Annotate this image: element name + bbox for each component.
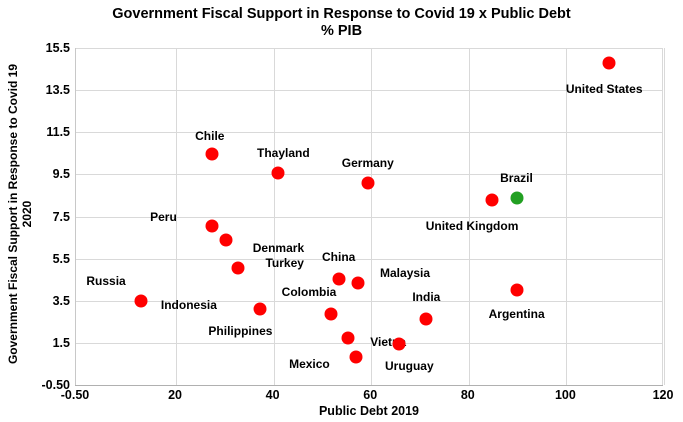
data-point-label: Malaysia bbox=[380, 265, 431, 280]
data-point-label: United States bbox=[565, 81, 643, 96]
data-point-label: Argentina bbox=[488, 307, 545, 322]
data-point[interactable] bbox=[253, 302, 267, 316]
data-point-label: Denmark bbox=[252, 240, 305, 255]
gridline-horizontal bbox=[76, 300, 662, 302]
data-point-label: Indonesia bbox=[160, 297, 217, 312]
data-point[interactable] bbox=[392, 337, 406, 351]
gridline-vertical bbox=[664, 48, 665, 385]
gridline-horizontal bbox=[76, 174, 662, 176]
gridline-horizontal bbox=[76, 90, 662, 92]
gridline-vertical bbox=[566, 48, 568, 385]
data-point[interactable] bbox=[485, 193, 499, 207]
data-point-label: Peru bbox=[150, 209, 177, 224]
y-axis-tick-label: -0.50 bbox=[41, 378, 71, 392]
data-point-label: Thayland bbox=[257, 146, 310, 161]
data-point[interactable] bbox=[219, 233, 233, 247]
data-point[interactable] bbox=[324, 307, 338, 321]
data-point[interactable] bbox=[332, 272, 345, 286]
data-point[interactable] bbox=[205, 147, 219, 161]
data-point-label: Germany bbox=[341, 155, 394, 170]
gridline-vertical bbox=[468, 48, 470, 385]
x-axis-tick-label: 80 bbox=[460, 388, 475, 402]
data-point-label: Mexico bbox=[289, 356, 330, 371]
gridline-horizontal bbox=[76, 258, 662, 260]
data-point-label: Turkey bbox=[265, 256, 304, 271]
data-point[interactable] bbox=[205, 219, 219, 233]
data-point-label: Russia bbox=[86, 273, 126, 288]
data-point-label: Uruguay bbox=[384, 358, 434, 373]
data-point[interactable] bbox=[231, 261, 245, 275]
y-axis-title: Government Fiscal Support in Response to… bbox=[6, 63, 34, 365]
y-axis-tick-label: 5.5 bbox=[52, 251, 70, 266]
data-point[interactable] bbox=[341, 331, 355, 345]
data-point-label: United Kingdom bbox=[425, 218, 519, 233]
y-axis-tick-label: 15.5 bbox=[45, 41, 70, 55]
gridline-horizontal bbox=[76, 132, 662, 134]
y-axis-tick-label: 13.5 bbox=[45, 83, 70, 98]
x-axis-tick-label: -0.50 bbox=[60, 388, 90, 402]
data-point-label: China bbox=[322, 249, 356, 264]
data-point[interactable] bbox=[351, 276, 365, 290]
data-point-label: Brazil bbox=[500, 170, 533, 185]
chart-title: Government Fiscal Support in Response to… bbox=[112, 6, 571, 39]
data-point[interactable] bbox=[349, 350, 363, 364]
y-axis-tick-label: 11.5 bbox=[46, 125, 70, 140]
x-axis-tick-label: 40 bbox=[265, 388, 280, 402]
data-point-label: Philippines bbox=[208, 324, 273, 339]
gridline-vertical bbox=[371, 48, 373, 385]
y-axis-tick-label: 9.5 bbox=[52, 167, 70, 182]
gridline-vertical bbox=[176, 48, 178, 385]
gridline-horizontal bbox=[76, 216, 662, 218]
plot-area bbox=[75, 48, 665, 386]
y-axis-tick-label: 1.5 bbox=[52, 335, 70, 350]
gridline-horizontal bbox=[76, 48, 662, 49]
data-point[interactable] bbox=[602, 56, 616, 70]
gridline-vertical bbox=[273, 48, 275, 385]
data-point[interactable] bbox=[510, 283, 524, 297]
data-point[interactable] bbox=[510, 191, 524, 205]
data-point[interactable] bbox=[134, 294, 148, 308]
gridline-horizontal bbox=[76, 342, 662, 344]
x-axis-line bbox=[75, 385, 663, 386]
data-point[interactable] bbox=[419, 312, 433, 326]
x-axis-tick-label: 120 bbox=[652, 388, 674, 402]
x-axis-tick-label: 60 bbox=[363, 388, 378, 402]
y-axis-tick-label: 3.5 bbox=[52, 293, 70, 308]
x-axis-title: Public Debt 2019 bbox=[318, 404, 420, 418]
y-axis-tick-label: 7.5 bbox=[52, 209, 70, 224]
data-point-label: Colombia bbox=[281, 285, 337, 300]
data-point-label: Chile bbox=[195, 129, 225, 144]
data-point[interactable] bbox=[361, 176, 375, 190]
data-point-label: India bbox=[412, 289, 441, 304]
data-point[interactable] bbox=[271, 166, 284, 180]
x-axis-tick-label: 100 bbox=[554, 388, 576, 402]
y-axis-tick-labels: -0.50 1.5 3.5 5.5 7.5 9.5 11.5 13.5 15.5 bbox=[0, 0, 71, 422]
x-axis-tick-label: 20 bbox=[168, 388, 182, 402]
